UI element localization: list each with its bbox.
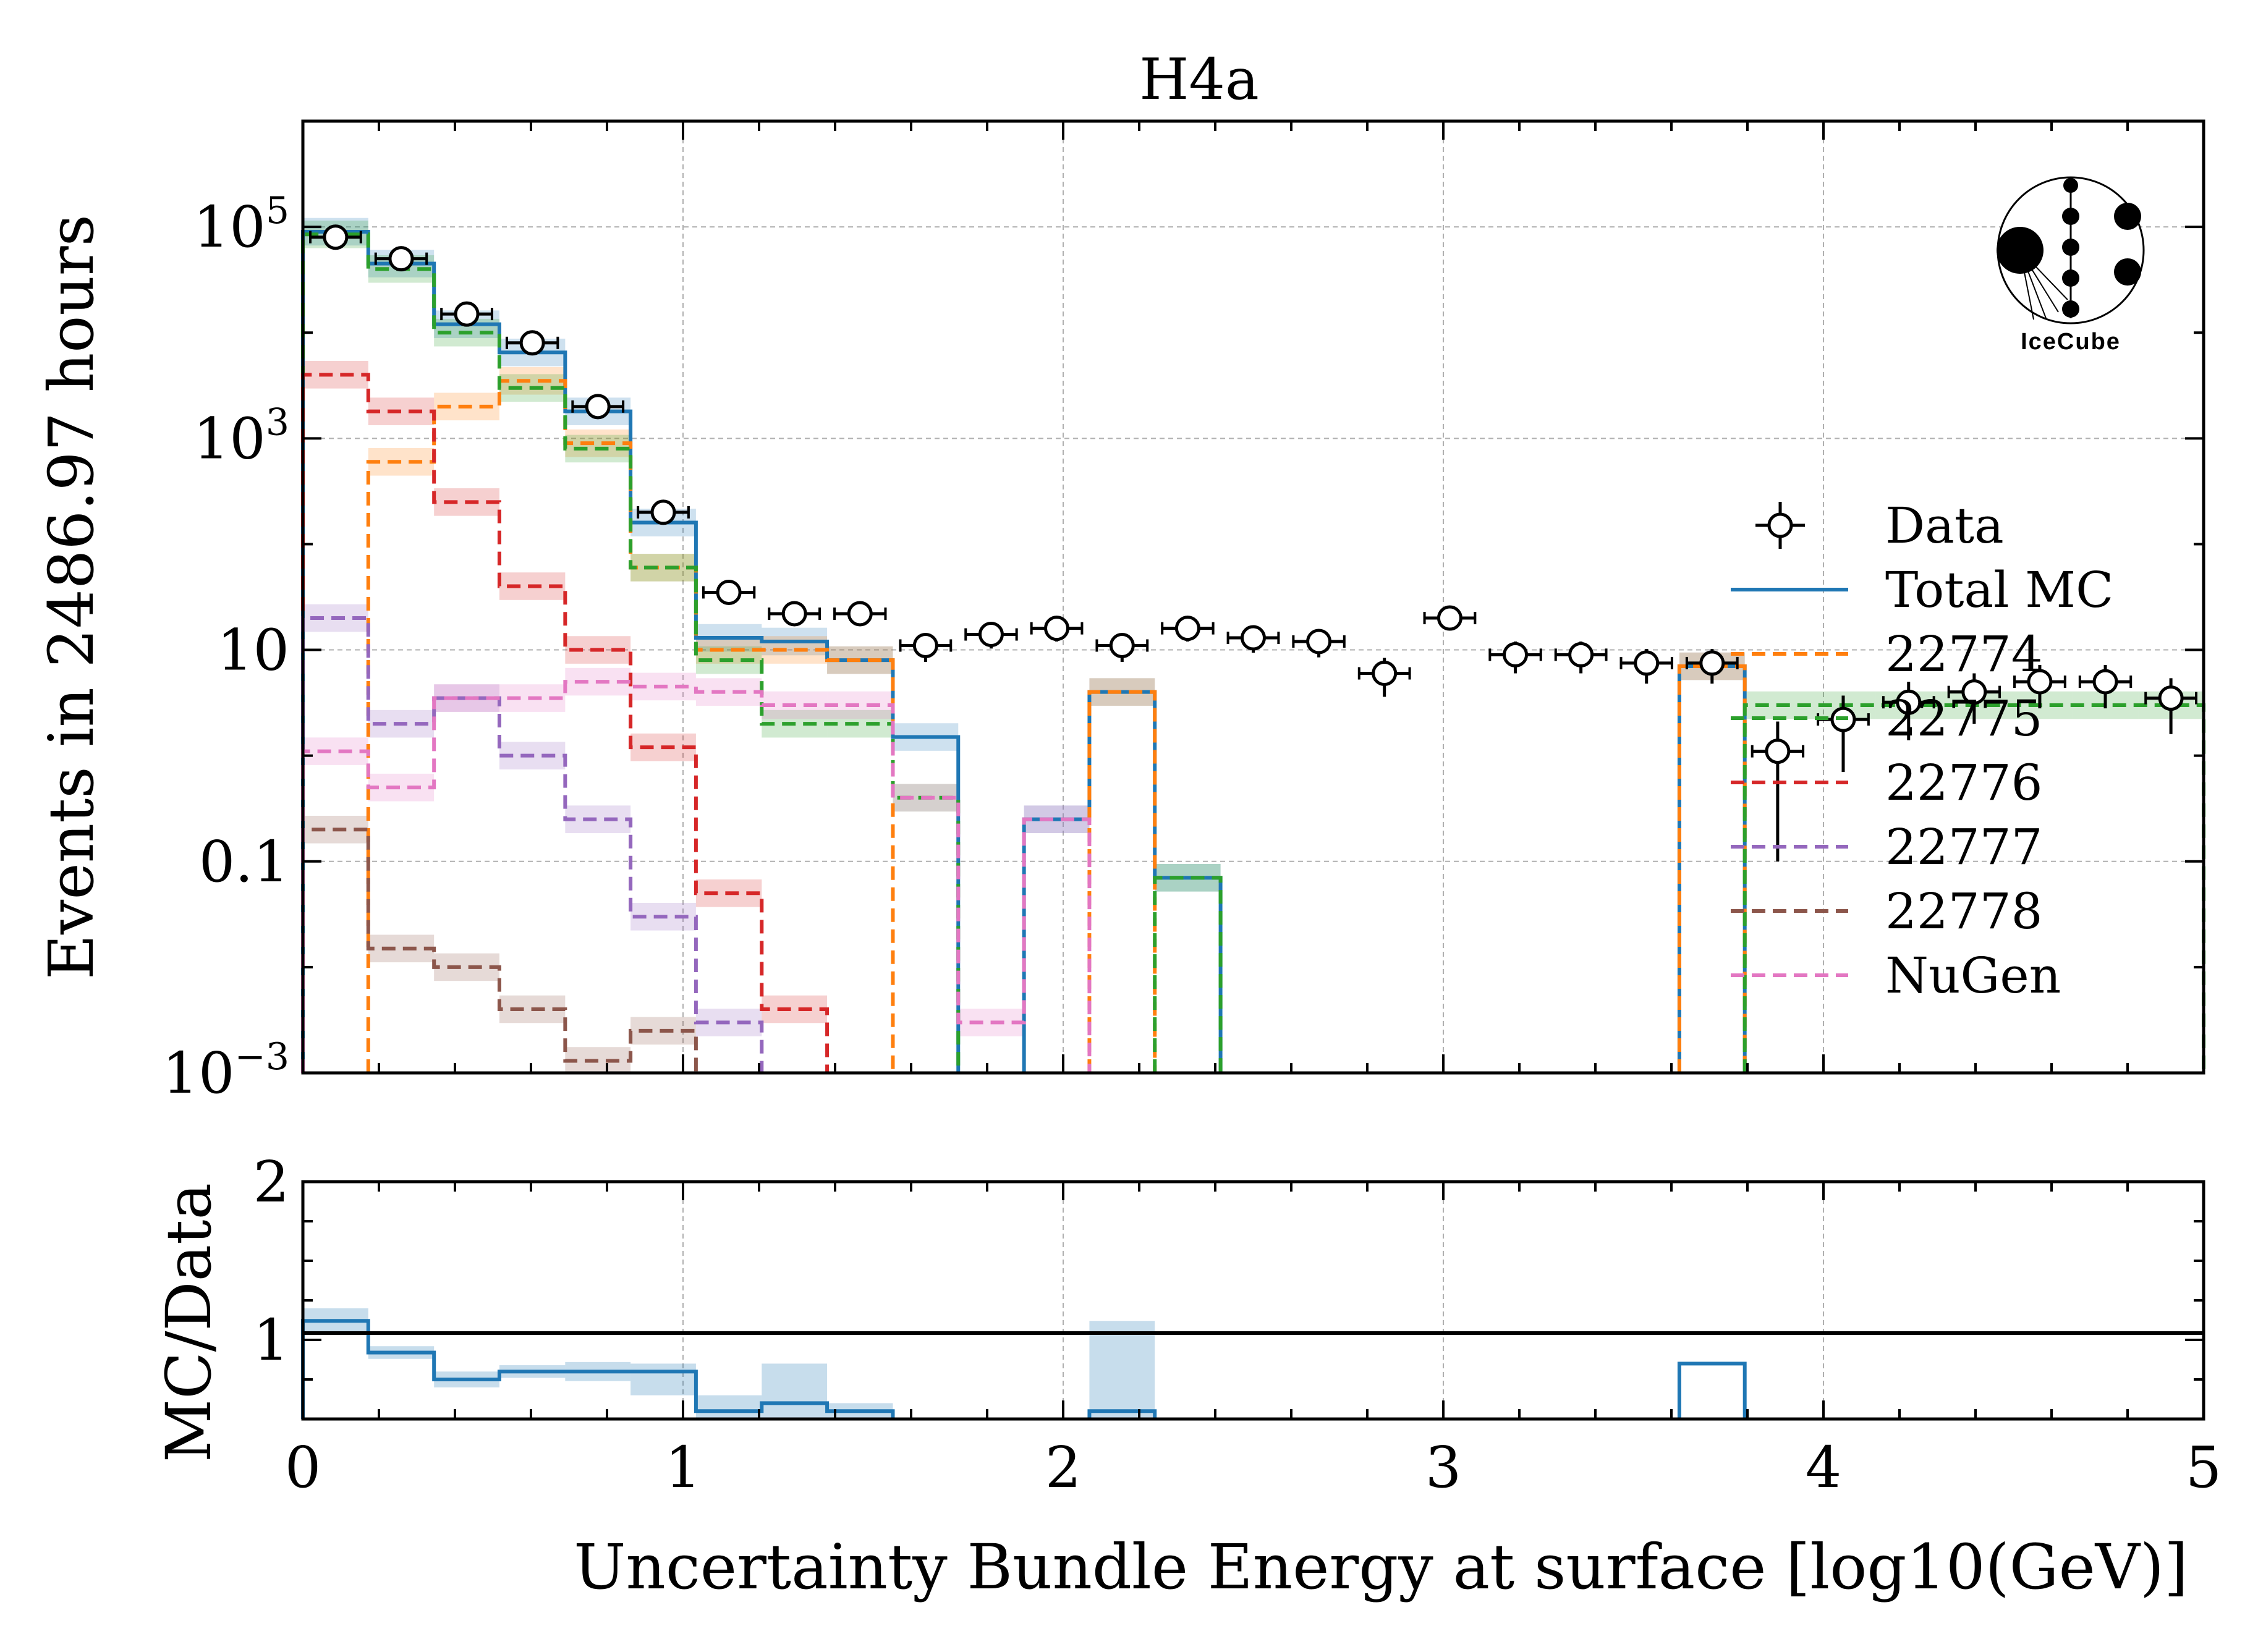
ratio-band [696,1396,762,1419]
data-point [1767,740,1789,763]
ratio-band [762,1363,827,1419]
ratio-step-series [303,1321,1745,1419]
y-tick-label: 10 [217,617,289,684]
data-point [1176,617,1199,640]
data-point [652,501,674,523]
legend-label: NuGen [1885,947,2061,1004]
data-point [1046,617,1068,640]
ratio-grid [683,1182,1823,1419]
data-point [1701,652,1723,674]
chart-title: H4a [1139,46,1259,112]
ratio-series [303,1321,1745,1419]
ratio-plot-frame [303,1182,2204,1419]
legend-label: 22778 [1885,883,2043,940]
icecube-logo-text: IceCube [2021,329,2121,355]
legend-label: 22774 [1885,625,2043,683]
data-point [849,603,871,625]
data-point [587,396,609,418]
data-point [1242,627,1265,649]
legend-label: 22775 [1885,690,2043,747]
legend-label: Data [1885,497,2004,554]
data-point [1308,630,1330,653]
y-tick-label: 10−3 [162,1035,289,1106]
data-point [2094,671,2116,693]
y-tick-label: 0.1 [199,829,289,895]
ratio-band [630,1363,696,1395]
data-point [1438,607,1461,629]
data-point [456,303,478,325]
main-y-axis-label: Events in 2486.97 hours [35,214,108,980]
data-point [1570,643,1592,666]
uncertainty-band-22776 [303,361,368,389]
data-point [718,581,740,603]
y-tick-label: 2 [253,1149,289,1215]
x-tick-label: 5 [2186,1434,2222,1501]
x-tick-label: 0 [285,1434,321,1501]
data-point [325,226,347,248]
x-tick-label: 3 [1425,1434,1462,1501]
ratio-axis-ticks [303,1182,2204,1419]
y-tick-label: 105 [193,189,289,260]
ratio-y-tick-labels: 12 [253,1149,289,1373]
data-point [1373,663,1396,685]
legend-label: 22777 [1885,818,2043,876]
data-point [521,332,543,354]
legend-label: Total MC [1885,561,2113,619]
uncertainty-band-22776 [762,996,827,1023]
data-point [1636,652,1658,674]
y-tick-label: 1 [253,1307,289,1373]
uncertainty-band-nugen [303,737,368,765]
x-tick-label: 4 [1806,1434,1842,1501]
x-axis-label: Uncertainty Bundle Energy at surface [lo… [574,1531,2188,1603]
uncertainty-band-nugen [696,678,762,706]
ratio-uncertainty-bands [303,1308,1155,1419]
data-point [1505,643,1527,666]
ratio-y-axis-label: MC/Data [153,1183,225,1462]
main-y-tick-labels: 10−3 0.1 10 103 105 [162,189,289,1106]
icecube-logo: IceCube [1997,177,2144,355]
ratio-band [1089,1321,1155,1419]
y-tick-label: 103 [193,400,289,472]
data-point [1111,634,1133,656]
data-point [980,624,1002,646]
data-point [390,248,412,270]
x-tick-label: 1 [665,1434,702,1501]
data-point [783,603,805,625]
series-22774 [368,381,1745,1073]
x-tick-label: 2 [1045,1434,1082,1501]
data-point [2160,687,2182,710]
x-tick-labels: 0 1 2 3 4 5 [285,1434,2222,1501]
data-point [914,634,936,656]
legend-label: 22776 [1885,754,2043,811]
legend-marker-data [1769,514,1791,536]
